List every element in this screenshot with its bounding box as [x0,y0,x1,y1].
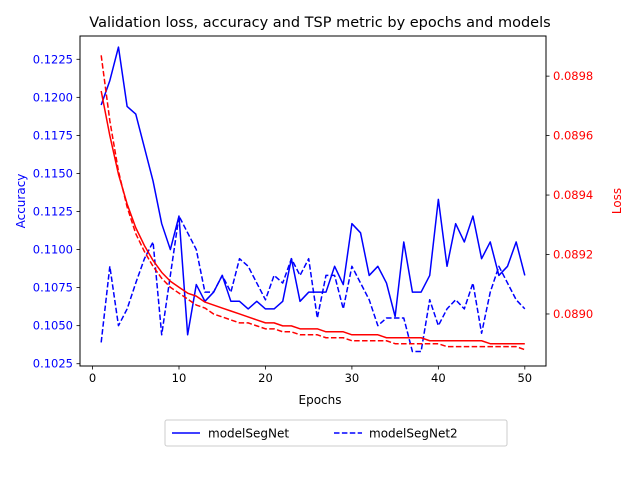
plot-frame [79,35,547,367]
plot-lines [100,46,526,353]
series-line-modelSegNet2-right [100,55,526,351]
y2-tick-label: 0.0894 [553,188,593,202]
y-tick-label: 0.1075 [33,281,73,295]
x-tick-label: 30 [345,371,360,385]
y-tick-label: 0.1225 [33,52,73,66]
legend-label-modelSegNet: modelSegNet [208,427,289,441]
x-tick-label: 0 [89,371,96,385]
y2-tick-label: 0.0898 [553,69,593,83]
y-tick-label: 0.1025 [33,357,73,371]
y-axis-right-label: Loss [610,188,624,214]
x-axis-label: Epochs [299,393,342,407]
x-tick-label: 20 [258,371,273,385]
legend: modelSegNet modelSegNet2 [164,419,508,447]
y-tick-label: 0.1050 [33,319,73,333]
y-axis-left-label: Accuracy [14,174,28,229]
x-tick-label: 10 [172,371,187,385]
y-tick-label: 0.1200 [33,90,73,104]
y-tick-label: 0.1100 [33,243,73,257]
y2-tick-label: 0.0896 [553,129,593,143]
legend-label-modelSegNet2: modelSegNet2 [369,427,458,441]
series-line-modelSegNet-right [100,90,525,345]
y-axis-right: 0.0890 0.0892 0.0894 0.0896 0.0898 [546,69,593,321]
y2-tick-label: 0.0892 [553,248,593,262]
chart-title: Validation loss, accuracy and TSP metric… [89,15,550,31]
x-axis: 0 10 20 30 40 50 [89,366,532,385]
y-tick-label: 0.1150 [33,166,73,180]
y-axis-left: 0.1025 0.1050 0.1075 0.1100 0.1125 0.1150 0.11… [33,52,80,371]
y-tick-label: 0.1125 [33,205,73,219]
series-line-modelSegNet2-left [100,215,526,353]
x-tick-label: 40 [431,371,446,385]
y-tick-label: 0.1175 [33,128,73,142]
x-tick-label: 50 [517,371,532,385]
y2-tick-label: 0.0890 [553,307,593,321]
